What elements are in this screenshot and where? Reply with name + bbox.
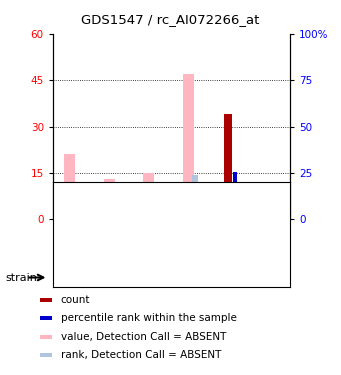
Bar xyxy=(40,334,51,339)
Bar xyxy=(64,154,75,219)
Text: value, Detection Call = ABSENT: value, Detection Call = ABSENT xyxy=(61,332,226,342)
Bar xyxy=(92,219,132,261)
Bar xyxy=(224,114,232,219)
Bar xyxy=(40,316,51,320)
Text: rank, Detection Call = ABSENT: rank, Detection Call = ABSENT xyxy=(61,350,221,360)
Text: percentile rank within the sample: percentile rank within the sample xyxy=(61,314,237,323)
Text: salt-resistant: salt-resistant xyxy=(194,269,267,279)
Text: salt-sensitive: salt-sensitive xyxy=(75,269,149,279)
Bar xyxy=(262,204,273,219)
Text: GSM30758: GSM30758 xyxy=(187,219,196,261)
Text: GSM30760: GSM30760 xyxy=(68,219,77,261)
Bar xyxy=(74,192,79,219)
Bar xyxy=(132,219,171,261)
Bar xyxy=(183,74,194,219)
Bar xyxy=(40,353,51,357)
Text: count: count xyxy=(61,295,90,305)
Bar xyxy=(171,219,211,261)
Bar xyxy=(53,261,171,287)
Bar xyxy=(192,175,198,219)
Bar xyxy=(104,179,115,219)
Bar xyxy=(233,172,237,219)
Bar xyxy=(53,219,92,261)
Bar xyxy=(211,219,250,261)
Text: strain: strain xyxy=(5,273,37,283)
Bar xyxy=(171,261,290,287)
Text: GSM30766: GSM30766 xyxy=(266,219,275,261)
Bar xyxy=(250,219,290,261)
Bar xyxy=(40,298,51,302)
Bar xyxy=(152,190,159,219)
Text: GSM30761: GSM30761 xyxy=(226,219,235,261)
Text: GSM30768: GSM30768 xyxy=(147,219,156,261)
Text: GSM30765: GSM30765 xyxy=(108,219,117,261)
Bar xyxy=(271,197,277,219)
Text: GDS1547 / rc_AI072266_at: GDS1547 / rc_AI072266_at xyxy=(81,13,260,26)
Bar xyxy=(113,194,119,219)
Bar xyxy=(143,173,154,219)
